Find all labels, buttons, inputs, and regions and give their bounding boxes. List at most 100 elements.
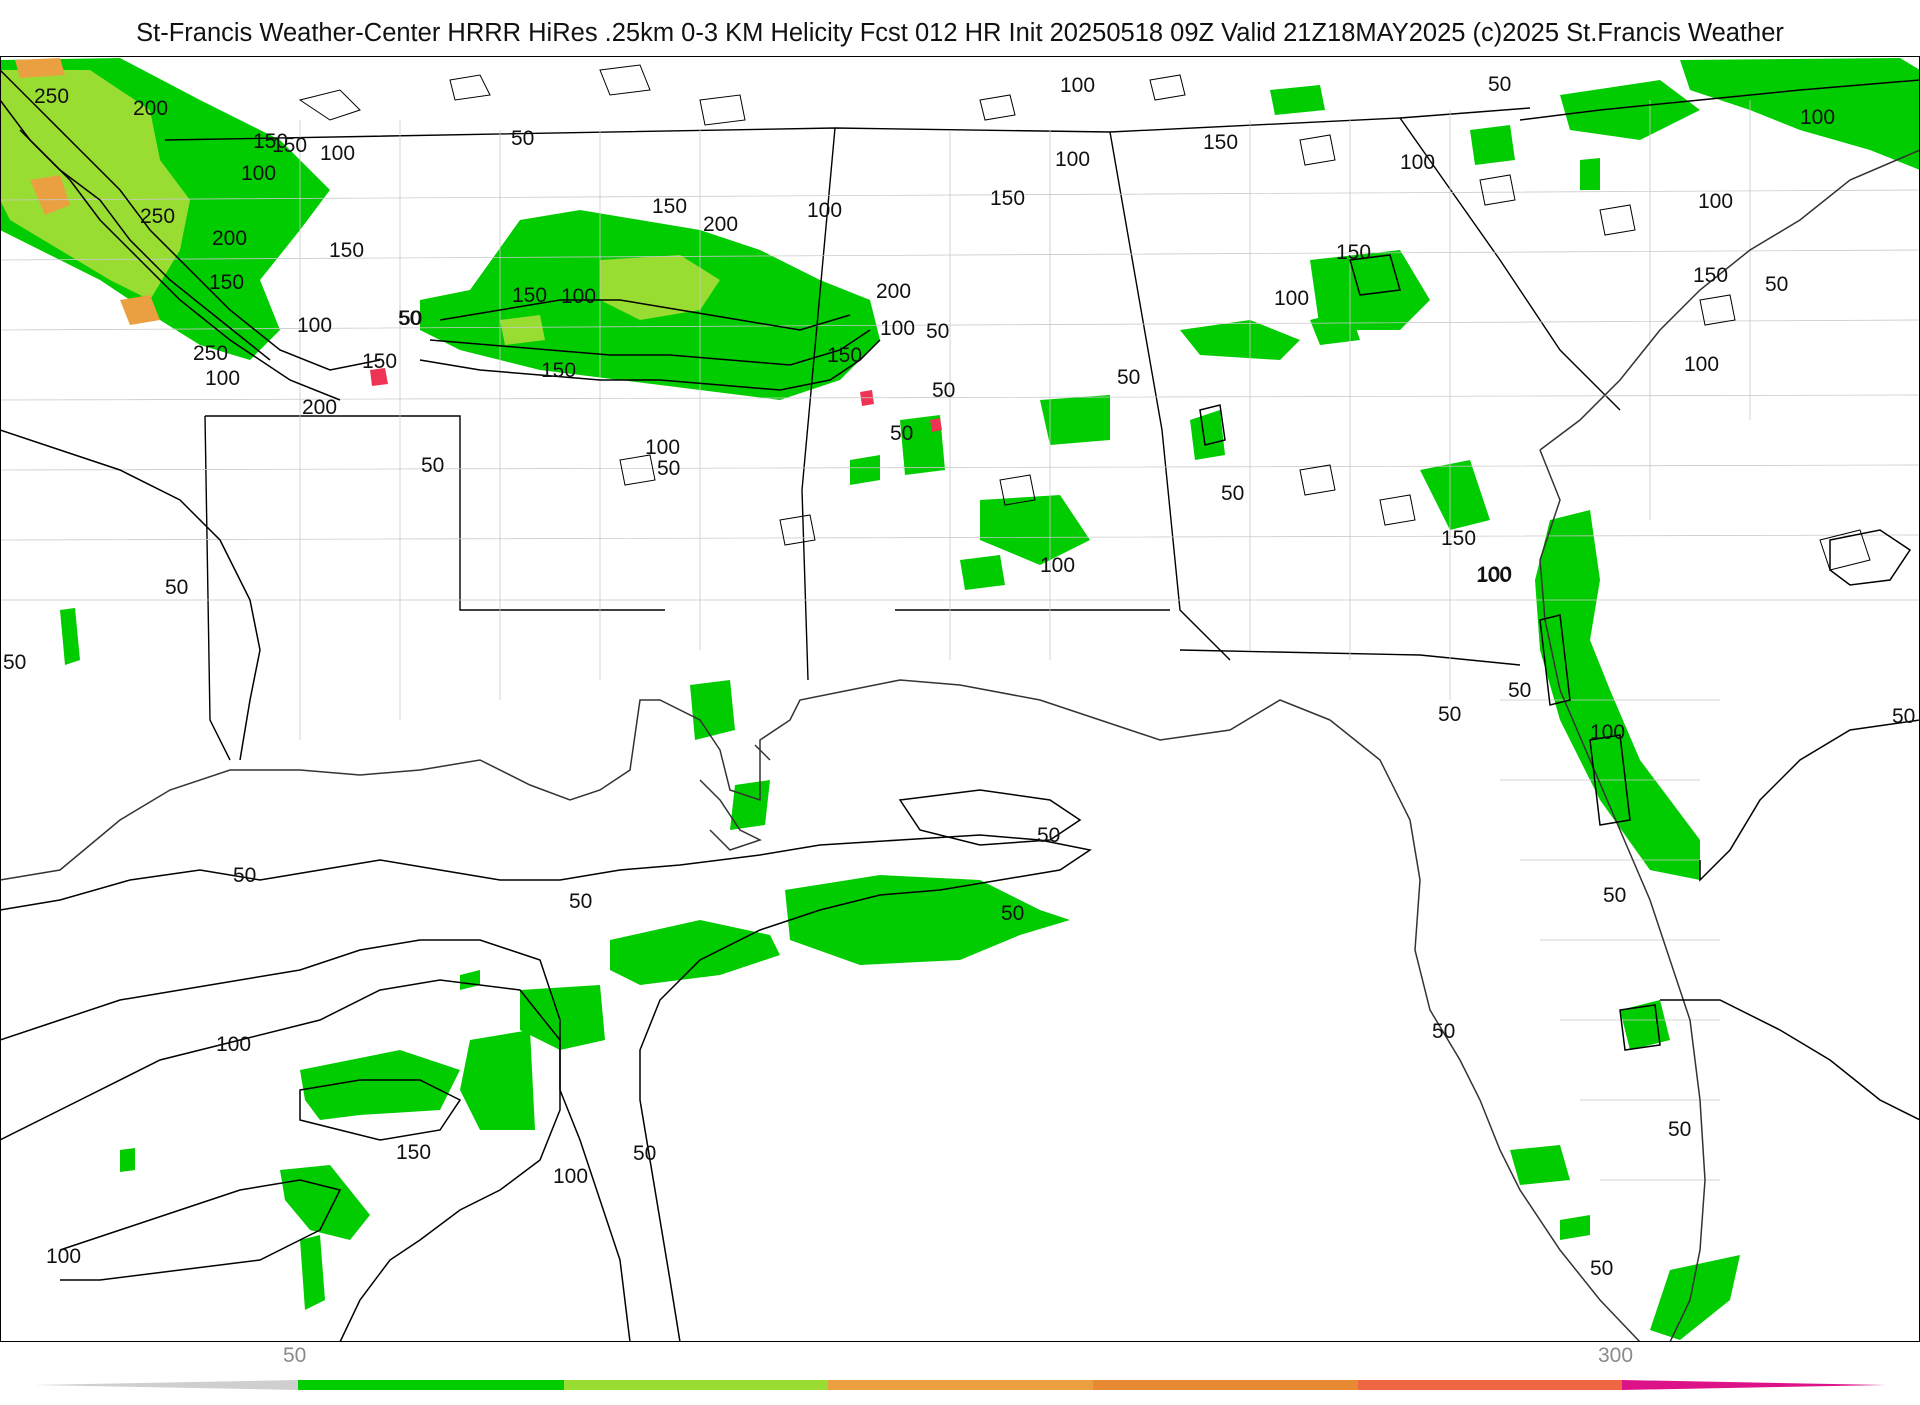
- contour-label: 150: [272, 134, 307, 157]
- contour-label: 150: [1441, 527, 1476, 550]
- contour-label: 100: [216, 1033, 251, 1056]
- contour-band-3: [439, 299, 851, 331]
- contour-label: 50: [926, 320, 949, 343]
- fill-alabama-cells: [850, 395, 1110, 590]
- contour-label: 50: [1668, 1118, 1691, 1141]
- helicity-fill-layer: [0, 58, 1920, 1340]
- helicity-contours: [0, 69, 1920, 1342]
- helicity-map: 250 200 150 100 250 200 150 150 100 50 1…: [0, 56, 1920, 1342]
- county-grid-verticals: [299, 100, 1751, 740]
- contour-50-north: [0, 429, 261, 761]
- contour-label: 50: [1590, 1257, 1613, 1280]
- contour-50-gulf-south: [0, 939, 631, 1342]
- contour-label: 50: [633, 1142, 656, 1165]
- contour-ring-5: [1619, 1004, 1661, 1051]
- contour-label: 200: [876, 280, 911, 303]
- chart-title: St-Francis Weather-Center HRRR HiRes .25…: [136, 19, 1784, 47]
- contour-label: 150: [1203, 131, 1238, 154]
- coastline-atlantic-north: [1539, 149, 1920, 451]
- contour-band-2: [429, 329, 871, 366]
- contour-label: 150: [827, 344, 862, 367]
- county-grid-florida: [1500, 699, 1720, 1181]
- contour-label: 250: [140, 205, 175, 228]
- contour-label: 50: [1221, 482, 1244, 505]
- contour-label: 50: [1001, 902, 1024, 925]
- fill-gulf-band-east: [785, 875, 1070, 965]
- contour-label: 100: [46, 1245, 81, 1268]
- colorbar-left-arrow: [34, 1380, 298, 1390]
- contour-label: 150: [990, 187, 1025, 210]
- contour-ring-1: [1349, 254, 1401, 296]
- contour-ring-3: [1539, 614, 1571, 706]
- contour-label: 50: [1488, 73, 1511, 96]
- contour-label: 150: [396, 1141, 431, 1164]
- contour-label: 150: [253, 130, 288, 153]
- colorbar-segment: [1358, 1380, 1622, 1390]
- contour-label: 50: [1037, 824, 1060, 847]
- contour-label: 50: [1117, 366, 1140, 389]
- contour-detail: [298, 64, 1871, 571]
- contour-label: 100: [880, 317, 915, 340]
- contour-100-gulf: [0, 979, 561, 1342]
- contour-label: 50: [1432, 1020, 1455, 1043]
- contour-label: 100: [1060, 74, 1095, 97]
- contour-label: 50: [233, 864, 256, 887]
- county-grid-north: [0, 189, 1920, 601]
- fill-florida-south-cells: [1510, 1000, 1740, 1340]
- state-line-ark-la: [205, 415, 665, 611]
- colorbar-segment: [828, 1380, 1093, 1390]
- contour-label: 100: [1477, 563, 1512, 586]
- contour-label: 200: [302, 396, 337, 419]
- contour-label-layer: 250 200 150 100 250 200 150 150 100 50 1…: [3, 73, 1915, 1280]
- contour-label: 50: [890, 422, 913, 445]
- contour-150-gulf: [299, 1079, 462, 1141]
- colorbar-tick-label: 50: [283, 1344, 307, 1367]
- state-line-ga-fl: [1179, 649, 1521, 666]
- contour-detail-mid: [619, 454, 1871, 571]
- colorbar-segment: [1093, 1380, 1358, 1390]
- contour-label: 100: [553, 1165, 588, 1188]
- contour-label: 150: [541, 359, 576, 382]
- contour-label: 50: [511, 127, 534, 150]
- contour-label: 150: [652, 195, 687, 218]
- contour-50-atlantic: [1699, 719, 1920, 882]
- contour-label: 100: [1274, 287, 1309, 310]
- contour-ring-2: [1199, 404, 1226, 446]
- colorbar-right-arrow: [1622, 1380, 1886, 1390]
- state-line-ms-al: [801, 127, 836, 681]
- colorbar-segment: [564, 1380, 828, 1390]
- contour-label: 100: [1400, 151, 1435, 174]
- fill-northeast-cells: [1270, 58, 1920, 190]
- colorbar: [0, 1342, 1920, 1400]
- contour-label: 50: [1765, 273, 1788, 296]
- contour-label: 50: [1892, 705, 1915, 728]
- fill-florida-coastal-band: [1535, 510, 1700, 880]
- contour-label: 100: [645, 436, 680, 459]
- coastline-mississippi-delta: [699, 744, 771, 851]
- contour-northwest-3: [19, 129, 271, 361]
- coastline-texas-louisiana: [0, 679, 1331, 881]
- contour-label: 150: [1336, 241, 1371, 264]
- contour-label: 50: [657, 457, 680, 480]
- contour-label: 150: [512, 284, 547, 307]
- contour-100-gulf-west: [59, 1179, 342, 1281]
- contour-label: 150: [209, 271, 244, 294]
- contour-50-gulf: [0, 834, 1092, 1342]
- contour-band-1: [419, 339, 881, 391]
- contour-label: 50: [398, 307, 421, 330]
- fill-gulf-band-west: [300, 970, 605, 1130]
- fill-northwest-lobe-high: [0, 70, 190, 300]
- state-boundaries: [164, 107, 1621, 761]
- contour-50-florida-south: [1660, 999, 1920, 1121]
- fill-georgia-cells: [1180, 250, 1490, 530]
- contour-label: 100: [807, 199, 842, 222]
- contour-label: 150: [329, 239, 364, 262]
- contour-label: 200: [133, 97, 168, 120]
- contour-northwest-1: [0, 69, 381, 371]
- contour-label: 50: [932, 379, 955, 402]
- contour-label: 50: [3, 651, 26, 674]
- contour-label: 250: [193, 342, 228, 365]
- state-line-al-ga: [1109, 131, 1231, 661]
- fill-northwest-lobe-orange: [15, 58, 160, 325]
- contour-label: 100: [1698, 190, 1733, 213]
